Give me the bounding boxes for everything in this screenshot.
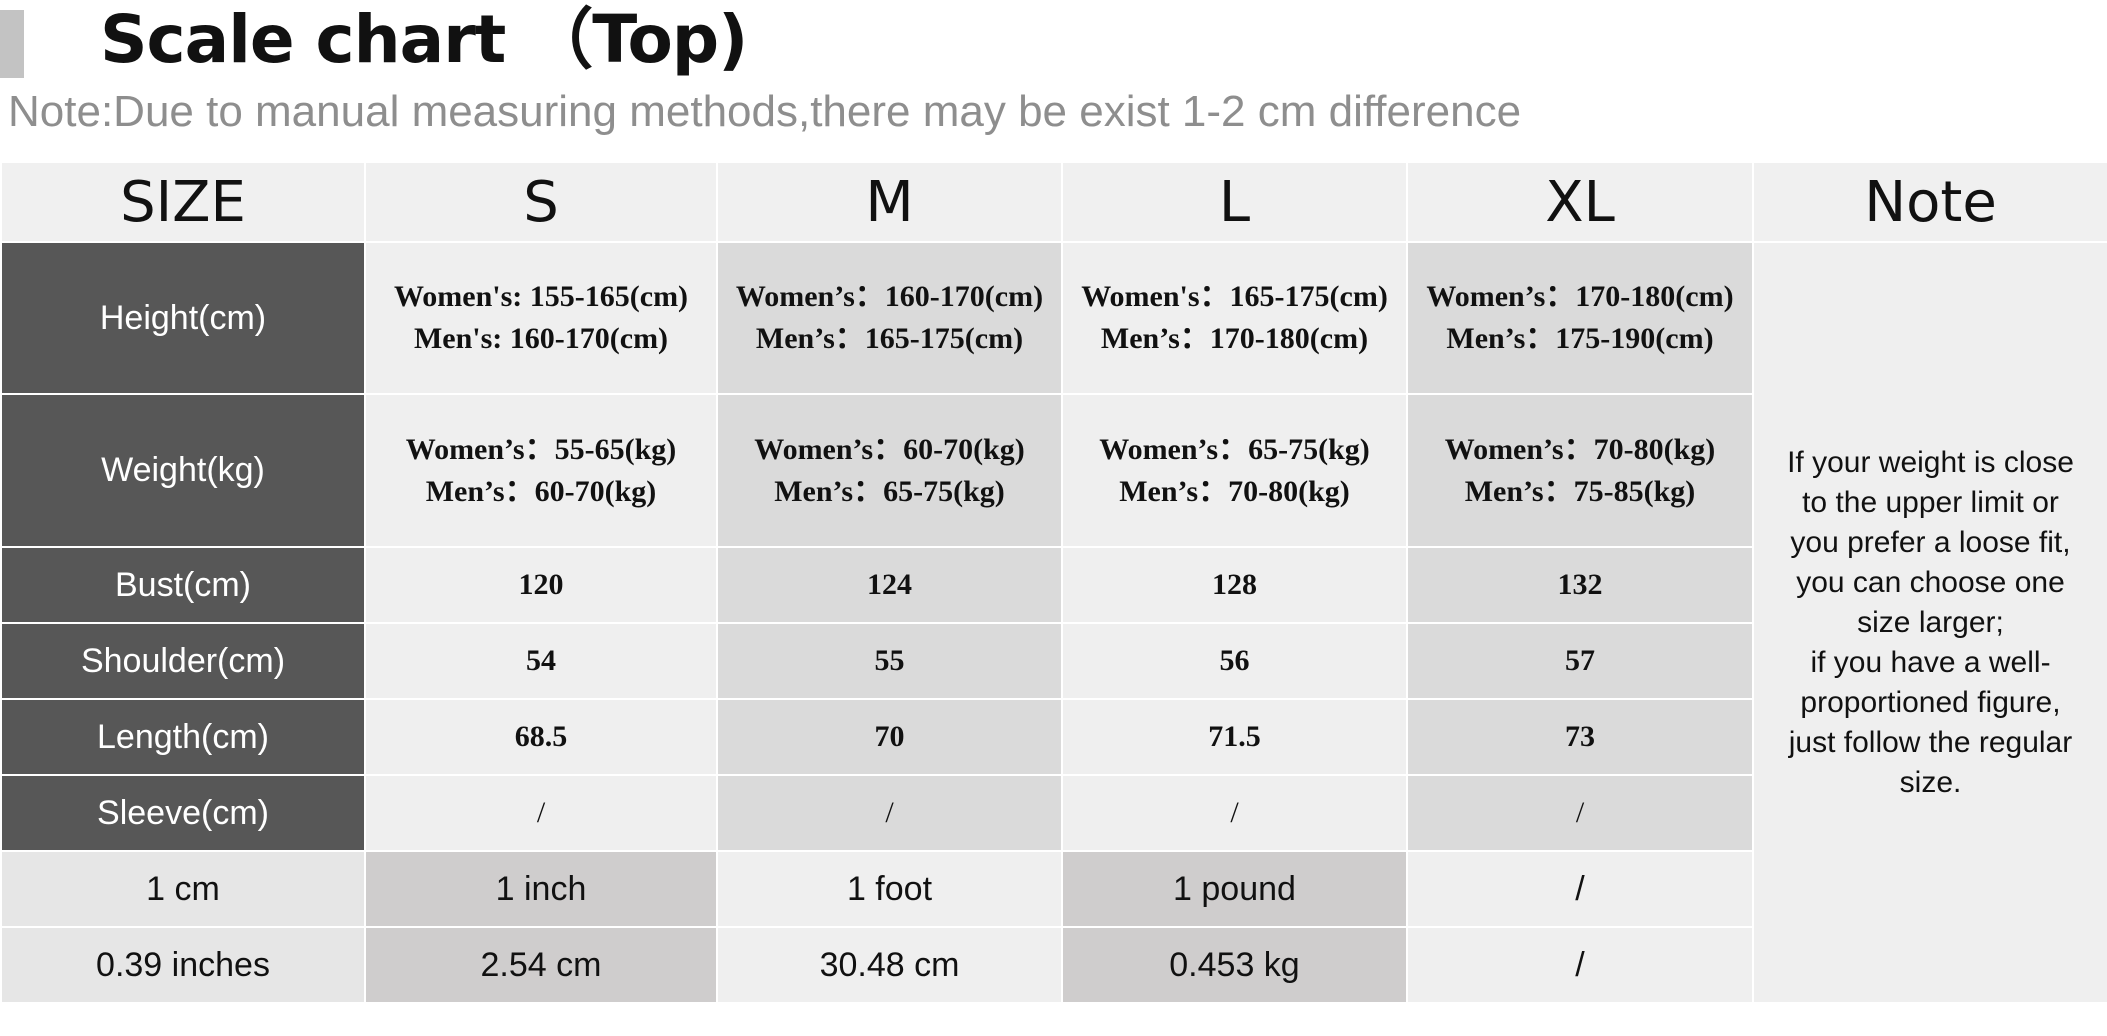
table-row: Shoulder(cm) 54 55 56 57: [0, 622, 2107, 700]
table-row: Length(cm) 68.5 70 71.5 73: [0, 698, 2107, 776]
cell-shoulder-l: 56: [1061, 622, 1408, 700]
row-label-bust: Bust(cm): [0, 546, 366, 624]
conversion-cell: /: [1406, 926, 1754, 1004]
row-label-height: Height(cm): [0, 241, 366, 395]
table-row: Height(cm) Women's: 155-165(cm) Men's: 1…: [0, 241, 2107, 1004]
cell-weight-l: Women’s：65-75(kg) Men’s：70-80(kg): [1061, 393, 1408, 548]
cell-line: Men’s：70-80(kg): [1119, 474, 1350, 508]
cell-line: Women’s：60-70(kg): [754, 432, 1025, 466]
conversion-row: 0.39 inches 2.54 cm 30.48 cm 0.453 kg /: [0, 926, 2107, 1004]
table-row: Sleeve(cm) / / / /: [0, 774, 2107, 852]
conversion-cell: 1 pound: [1061, 850, 1408, 928]
cell-weight-m: Women’s：60-70(kg) Men’s：65-75(kg): [716, 393, 1063, 548]
header-m: M: [716, 161, 1063, 243]
note-line: if you have a well-: [1810, 645, 2051, 679]
note-line: If your weight is close: [1787, 445, 2074, 479]
cell-height-m: Women’s：160-170(cm) Men’s：165-175(cm): [716, 241, 1063, 395]
conversion-cell: 2.54 cm: [364, 926, 718, 1004]
cell-line: Women’s：170-180(cm): [1426, 280, 1734, 313]
cell-length-l: 71.5: [1061, 698, 1408, 776]
conversion-cell: 1 cm: [0, 850, 366, 928]
cell-bust-m: 124: [716, 546, 1063, 624]
conversion-cell: /: [1406, 850, 1754, 928]
header-s: S: [364, 161, 718, 243]
cell-line: Women’s：65-75(kg): [1099, 432, 1370, 466]
cell-line: Men's: 160-170(cm): [413, 322, 669, 355]
cell-line: Women’s：55-65(kg): [405, 432, 677, 466]
measurement-note: Note:Due to manual measuring methods,the…: [8, 87, 1522, 136]
row-label-length: Length(cm): [0, 698, 366, 776]
cell-length-m: 70: [716, 698, 1063, 776]
table-row: Bust(cm) 120 124 128 132: [0, 546, 2107, 624]
cell-height-l: Women's：165-175(cm) Men’s：170-180(cm): [1061, 241, 1408, 395]
row-label-sleeve: Sleeve(cm): [0, 774, 366, 852]
cell-bust-l: 128: [1061, 546, 1408, 624]
cell-height-s: Women's: 155-165(cm) Men's: 160-170(cm): [364, 241, 718, 395]
cell-line: Men’s：60-70(kg): [425, 474, 657, 508]
cell-length-xl: 73: [1406, 698, 1754, 776]
title-accent-bar: [0, 10, 24, 78]
row-label-weight: Weight(kg): [0, 393, 366, 548]
note-line: to the upper limit or: [1802, 485, 2059, 519]
conversion-cell: 1 inch: [364, 850, 718, 928]
note-line: proportioned figure,: [1800, 685, 2061, 719]
note-text-cell: If your weight is close to the upper lim…: [1752, 241, 2107, 1004]
table-header-row: SIZE S M L XL Note: [0, 161, 2107, 243]
cell-sleeve-s: /: [364, 774, 718, 852]
cell-shoulder-s: 54: [364, 622, 718, 700]
conversion-cell: 1 foot: [716, 850, 1063, 928]
cell-length-s: 68.5: [364, 698, 718, 776]
cell-bust-xl: 132: [1406, 546, 1754, 624]
cell-shoulder-xl: 57: [1406, 622, 1754, 700]
size-chart-table: SIZE S M L XL Note Height(cm) Women's: 1…: [0, 161, 2107, 1004]
cell-bust-s: 120: [364, 546, 718, 624]
page-title: Scale chart （Top): [100, 1, 748, 78]
cell-line: Men’s：65-75(kg): [774, 474, 1005, 508]
cell-sleeve-m: /: [716, 774, 1063, 852]
conversion-cell: 30.48 cm: [716, 926, 1063, 1004]
cell-line: Women's：165-175(cm): [1081, 280, 1388, 313]
cell-sleeve-xl: /: [1406, 774, 1754, 852]
cell-weight-xl: Women’s：70-80(kg) Men’s：75-85(kg): [1406, 393, 1754, 548]
header-size: SIZE: [0, 161, 366, 243]
conversion-cell: 0.453 kg: [1061, 926, 1408, 1004]
header-xl: XL: [1406, 161, 1754, 243]
conversion-row: 1 cm 1 inch 1 foot 1 pound /: [0, 850, 2107, 928]
note-line: size larger;: [1857, 605, 2004, 639]
note-line: you can choose one: [1796, 565, 2065, 599]
cell-shoulder-m: 55: [716, 622, 1063, 700]
note-line: just follow the regular: [1788, 725, 2073, 759]
cell-weight-s: Women’s：55-65(kg) Men’s：60-70(kg): [364, 393, 718, 548]
note-line: you prefer a loose fit,: [1790, 525, 2071, 559]
cell-line: Men’s：175-190(cm): [1446, 322, 1714, 355]
header-note: Note: [1752, 161, 2107, 243]
table-row: Weight(kg) Women’s：55-65(kg) Men’s：60-70…: [0, 393, 2107, 548]
cell-line: Men’s：170-180(cm): [1100, 322, 1369, 355]
conversion-cell: 0.39 inches: [0, 926, 366, 1004]
cell-line: Men’s：75-85(kg): [1464, 474, 1696, 508]
cell-height-xl: Women’s：170-180(cm) Men’s：175-190(cm): [1406, 241, 1754, 395]
cell-line: Women’s：160-170(cm): [735, 280, 1044, 313]
cell-line: Men’s：165-175(cm): [755, 322, 1024, 355]
cell-sleeve-l: /: [1061, 774, 1408, 852]
cell-line: Women’s：70-80(kg): [1444, 432, 1716, 466]
header-l: L: [1061, 161, 1408, 243]
cell-line: Women's: 155-165(cm): [393, 280, 689, 313]
note-line: size.: [1899, 765, 1962, 799]
row-label-shoulder: Shoulder(cm): [0, 622, 366, 700]
